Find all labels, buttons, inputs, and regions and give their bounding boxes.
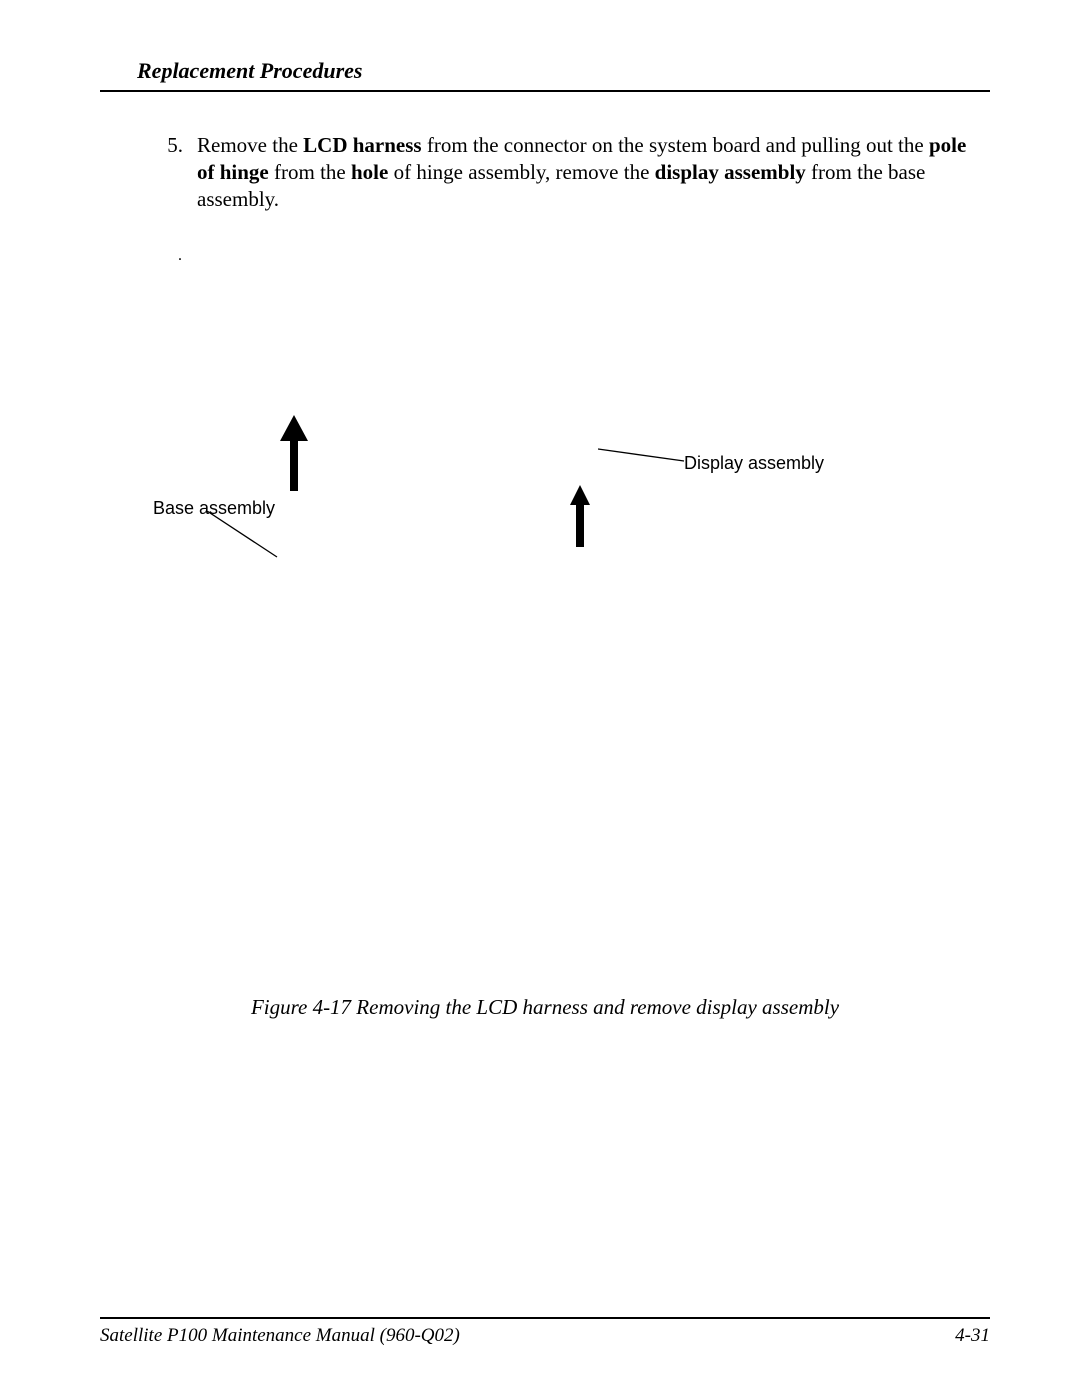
footer-left: Satellite P100 Maintenance Manual (960-Q… <box>100 1325 460 1347</box>
footer-rule <box>100 1317 990 1319</box>
text: from the connector on the system board a… <box>422 133 929 157</box>
figure-area: Base assembly Display assembly <box>100 415 990 995</box>
page: Replacement Procedures 5. Remove the LCD… <box>0 0 1080 1397</box>
list-number: 5. <box>165 132 183 213</box>
list-item-5: 5. Remove the LCD harness from the conne… <box>165 132 985 213</box>
text: of hinge assembly, remove the <box>388 160 654 184</box>
page-footer: Satellite P100 Maintenance Manual (960-Q… <box>100 1317 990 1347</box>
bold-text: LCD harness <box>303 133 421 157</box>
footer-page-number: 4-31 <box>955 1325 990 1347</box>
footer-row: Satellite P100 Maintenance Manual (960-Q… <box>100 1325 990 1347</box>
leader-line <box>207 511 279 561</box>
list-body: Remove the LCD harness from the connecto… <box>197 132 985 213</box>
header-rule <box>100 90 990 92</box>
bold-text: hole <box>351 160 388 184</box>
text: Remove the <box>197 133 303 157</box>
up-arrow-icon <box>570 485 590 547</box>
figure-label-display: Display assembly <box>684 453 824 474</box>
stray-dot: . <box>178 247 990 265</box>
bold-text: display assembly <box>655 160 806 184</box>
up-arrow-icon <box>280 415 308 491</box>
ordered-list: 5. Remove the LCD harness from the conne… <box>165 132 985 213</box>
section-header: Replacement Procedures <box>137 58 990 84</box>
text: from the <box>269 160 351 184</box>
leader-line <box>598 447 688 467</box>
figure-caption: Figure 4-17 Removing the LCD harness and… <box>100 995 990 1020</box>
